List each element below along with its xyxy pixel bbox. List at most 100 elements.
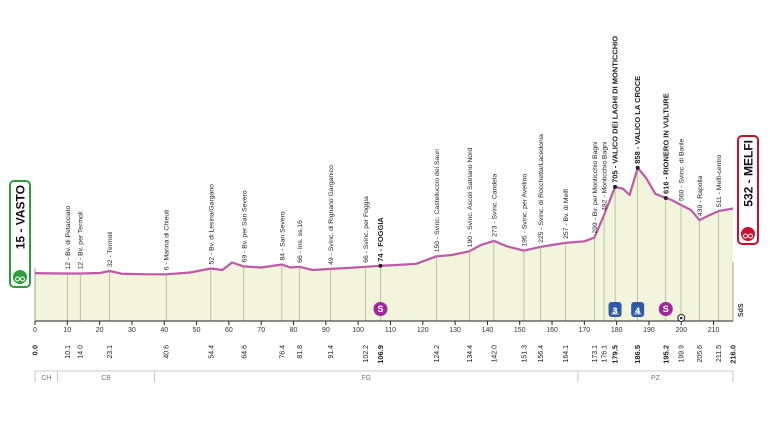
km-label: 134.4 bbox=[467, 345, 474, 363]
x-tick-label: 140 bbox=[482, 327, 494, 334]
waypoint-label: 616 - RIONERO IN VULTURE bbox=[661, 93, 670, 194]
start-icon-wheel bbox=[20, 276, 25, 282]
km-label: 179.5 bbox=[611, 345, 620, 364]
mountain-icon bbox=[633, 307, 643, 315]
region-label: PZ bbox=[651, 375, 661, 382]
waypoint-label: 705 - VALICO DEI LAGHI DI MONTICCHIO bbox=[611, 36, 620, 183]
climb-marker-label: 3 bbox=[613, 306, 618, 316]
waypoint-label: 299 - Bv. per Monticchio Bagni bbox=[592, 141, 599, 234]
x-tick-label: 60 bbox=[225, 327, 233, 334]
point-dot bbox=[663, 196, 668, 200]
finish-icon-wheel bbox=[748, 233, 753, 239]
start-badge bbox=[9, 180, 31, 288]
km-label: 64.6 bbox=[241, 345, 248, 359]
start-icon bbox=[13, 270, 27, 284]
x-tick-label: 130 bbox=[449, 327, 461, 334]
km-label: 0.0 bbox=[31, 345, 40, 355]
waypoint-label: 190 - Svinc. Ascoli Satriano Nord bbox=[467, 148, 474, 248]
region-label: CB bbox=[101, 375, 111, 382]
waypoint-label: 66 - Ins. ss.16 bbox=[297, 220, 304, 263]
x-tick-label: 30 bbox=[128, 327, 136, 334]
waypoint-label: 560 - Svinc. di Barile bbox=[678, 138, 685, 201]
km-label: 54.4 bbox=[208, 345, 215, 359]
sprint-marker bbox=[373, 302, 388, 316]
waypoint-label: 84 - San Severo bbox=[279, 211, 286, 260]
point-dot bbox=[613, 184, 618, 189]
km-label: 102.2 bbox=[363, 345, 370, 363]
km-label: 173.1 bbox=[592, 345, 599, 363]
mountain-icon bbox=[610, 307, 620, 315]
km-label: 195.2 bbox=[661, 345, 670, 364]
km-label: 91.4 bbox=[328, 345, 335, 359]
sprint-marker-label: S bbox=[377, 304, 383, 314]
sprint-marker bbox=[658, 302, 673, 316]
x-tick-label: 210 bbox=[708, 327, 720, 334]
x-tick-label: 170 bbox=[579, 327, 591, 334]
start-icon-wheel bbox=[15, 276, 20, 282]
region-label: CH bbox=[41, 375, 51, 382]
x-tick-label: 110 bbox=[385, 327, 396, 334]
point-dot bbox=[635, 165, 640, 170]
x-tick-label: 90 bbox=[322, 327, 330, 334]
waypoint-label: 12 - Bv. per Termoli bbox=[78, 211, 85, 270]
x-tick-label: 150 bbox=[514, 327, 526, 334]
x-tick-label: 70 bbox=[257, 327, 265, 334]
waypoint-label: 12 - Bv. di Petacciato bbox=[65, 206, 72, 270]
km-label: 40.6 bbox=[164, 345, 171, 359]
x-tick-label: 80 bbox=[290, 327, 298, 334]
km-label: 151.3 bbox=[521, 345, 528, 363]
km-label: 76.4 bbox=[279, 345, 286, 359]
region-label: FG bbox=[361, 375, 371, 382]
x-tick-label: 40 bbox=[160, 327, 168, 334]
finish-badge bbox=[737, 135, 759, 245]
waypoint-label: 49 - Svinc. di Rignano Garganico bbox=[328, 165, 335, 265]
waypoint-label: 439 - Rapolla bbox=[697, 175, 704, 216]
climb-marker bbox=[608, 302, 622, 317]
x-tick-label: 160 bbox=[546, 327, 558, 334]
point-dot bbox=[378, 263, 383, 268]
waypoint-label: 150 - Svinc. Castelluccio dei Sauri bbox=[434, 149, 441, 253]
waypoint-label: 32 - Termoli bbox=[107, 231, 114, 267]
km-label: 199.9 bbox=[678, 345, 685, 363]
waypoint-label: 6 - Marina di Chieuti bbox=[164, 209, 171, 270]
x-tick-label: 190 bbox=[643, 327, 655, 334]
profile-line bbox=[34, 166, 734, 276]
km-label: 81.8 bbox=[297, 345, 304, 359]
x-tick-label: 100 bbox=[352, 327, 364, 334]
waypoint-label: 273 - Svinc. Candela bbox=[491, 174, 498, 237]
x-tick-label: 10 bbox=[63, 327, 71, 334]
waypoint-label: 482 - Monticchio Bagni bbox=[602, 141, 609, 211]
km-label: 164.1 bbox=[563, 345, 570, 363]
km-label: 186.5 bbox=[633, 345, 642, 364]
finish-label: 532 - MELFI bbox=[742, 140, 756, 207]
km-label: 176.1 bbox=[602, 345, 609, 363]
climb-marker bbox=[631, 302, 645, 317]
waypoint-label: 257 - Bv. di Melfi bbox=[563, 188, 570, 239]
waypoint-label: 52 - Bv. di Lesina/Gargano bbox=[208, 184, 215, 265]
x-tick-label: 120 bbox=[417, 327, 429, 334]
km-label: 124.2 bbox=[434, 345, 441, 363]
x-tick-label: 20 bbox=[96, 327, 104, 334]
waypoint-label: 74 - FOGGIA bbox=[376, 217, 385, 262]
side-label: SdS bbox=[738, 303, 745, 317]
start-label: 15 - VASTO bbox=[14, 185, 28, 249]
km-label: 142.0 bbox=[491, 345, 498, 363]
km-label: 106.9 bbox=[376, 345, 385, 364]
km-label: 216.0 bbox=[729, 345, 738, 364]
climb-marker-label: 4 bbox=[635, 306, 640, 316]
x-tick-label: 50 bbox=[193, 327, 201, 334]
final-km-icon-dot bbox=[679, 316, 683, 320]
profile-area bbox=[35, 167, 733, 321]
km-label: 14.0 bbox=[78, 345, 85, 359]
km-label: 211.5 bbox=[716, 345, 723, 362]
x-tick-label: 0 bbox=[33, 327, 37, 334]
waypoint-label: 225 - Svinc. di Rocchetta/Lacedonia bbox=[538, 134, 545, 243]
finish-icon-wheel bbox=[743, 233, 748, 239]
waypoint-label: 66 - Svinc. per Foggia bbox=[363, 196, 370, 263]
km-label: 156.4 bbox=[538, 345, 545, 363]
waypoint-label: 511 - Melfi-centro bbox=[716, 155, 723, 208]
waypoint-label: 69 - Bv. per San Severo bbox=[241, 190, 248, 262]
km-label: 23.1 bbox=[107, 345, 114, 359]
km-label: 205.6 bbox=[697, 345, 704, 363]
